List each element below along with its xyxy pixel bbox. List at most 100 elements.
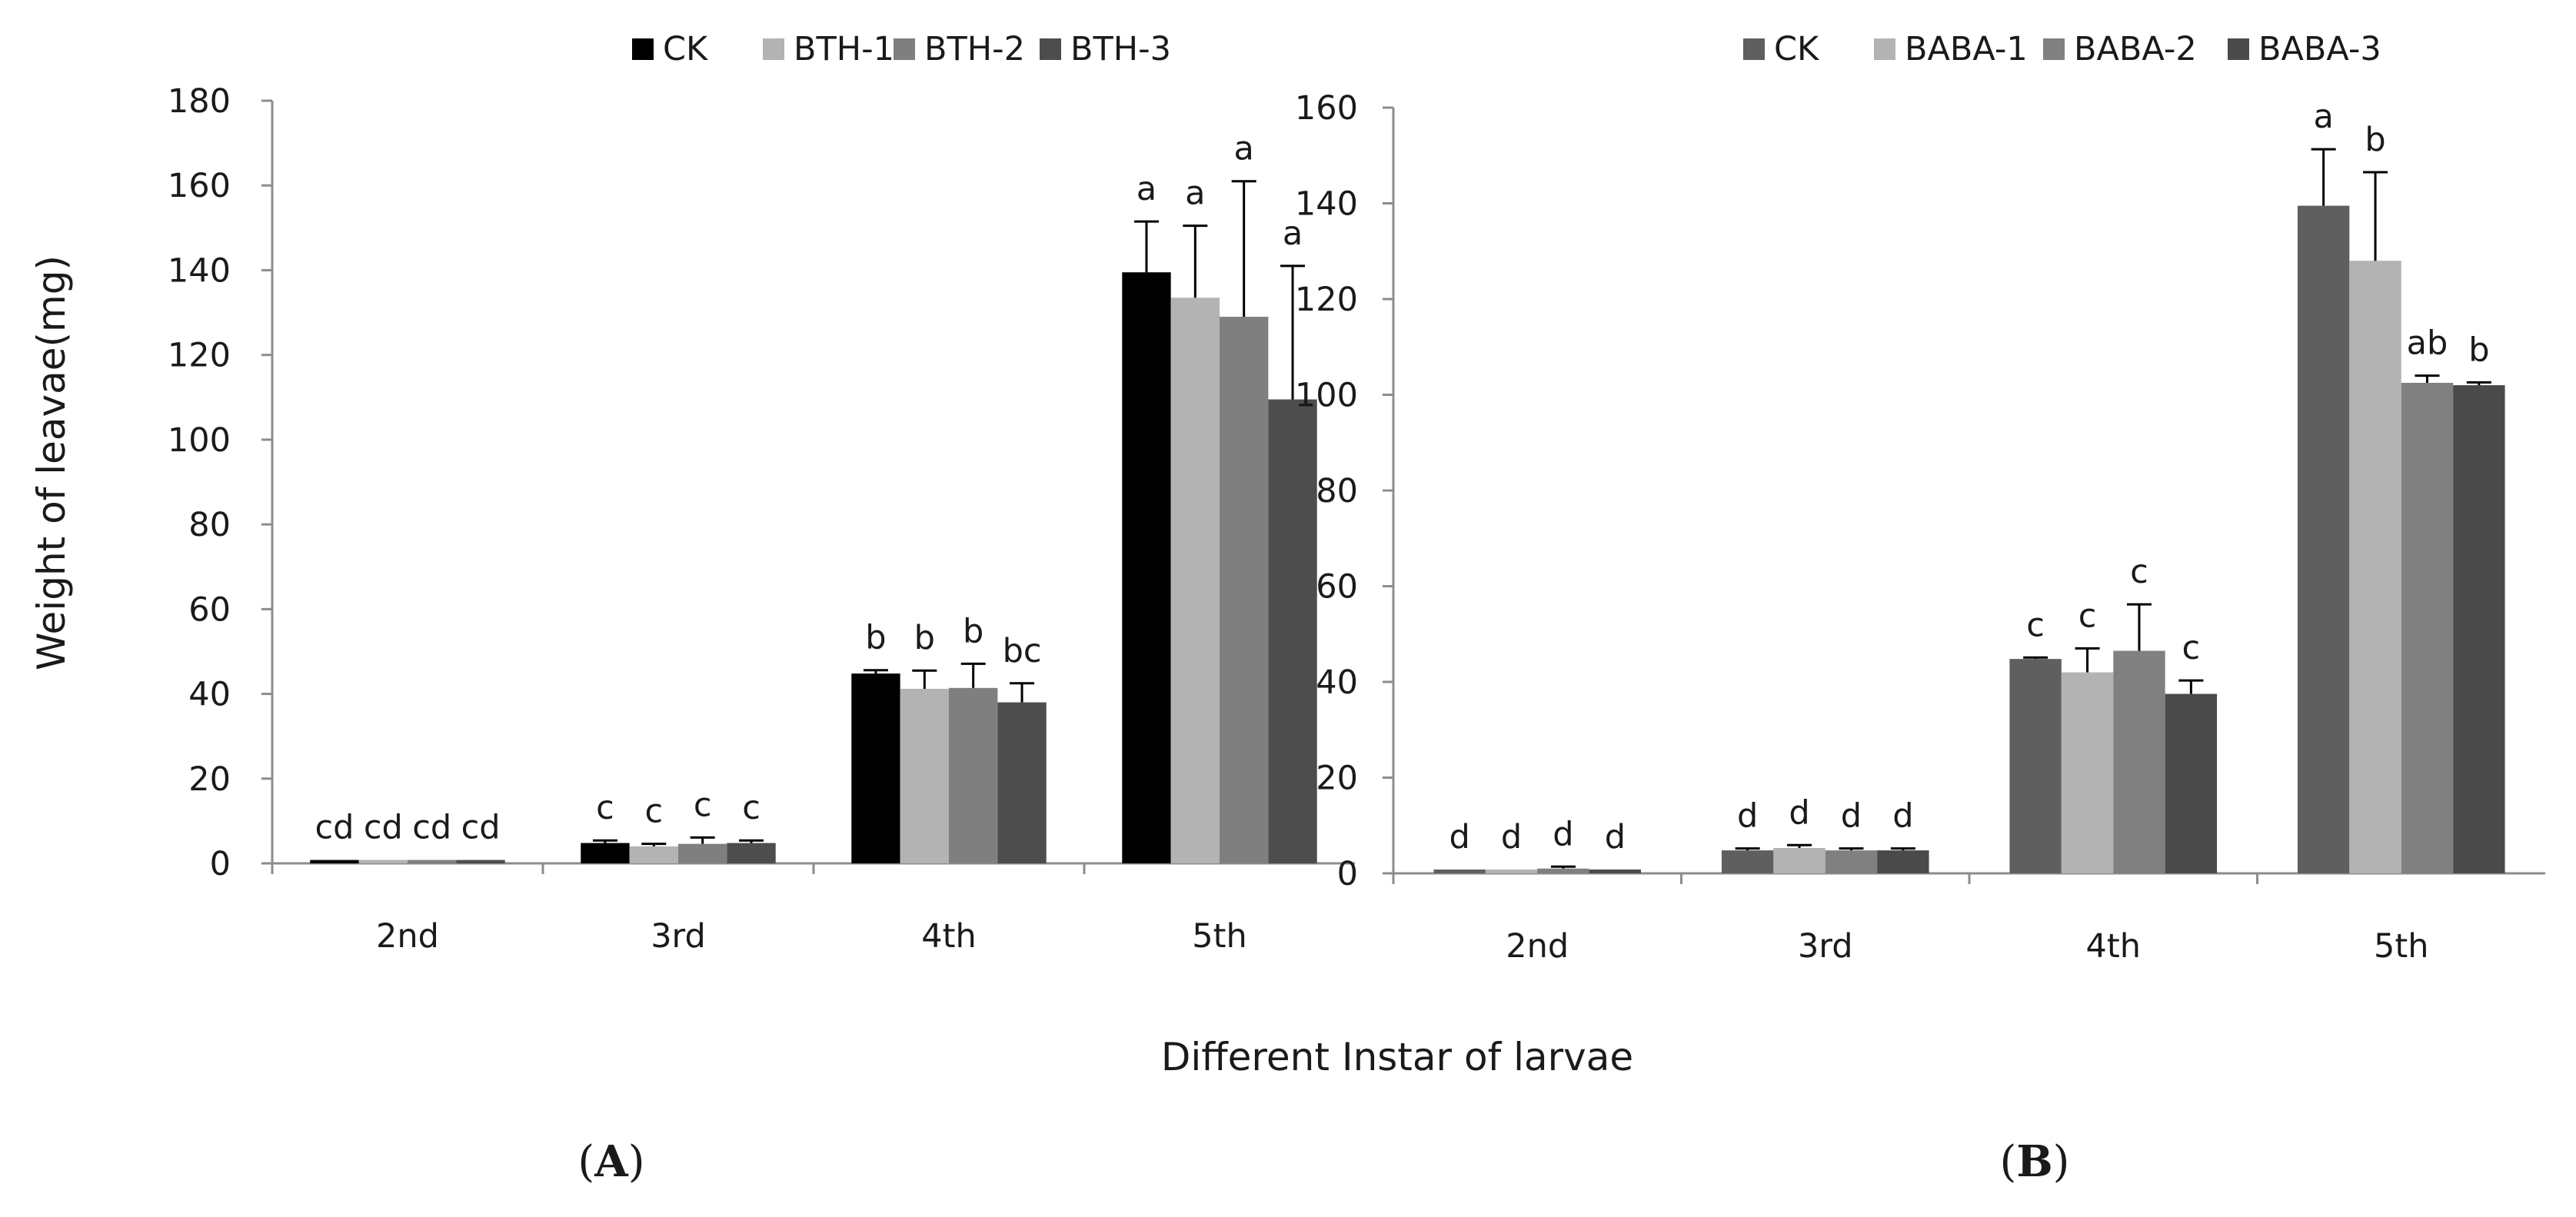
bar — [408, 860, 457, 863]
significance-label: d — [1501, 818, 1522, 856]
significance-label: b — [914, 619, 935, 657]
significance-label: cd — [364, 809, 403, 847]
significance-label: b — [2468, 331, 2489, 369]
significance-label: c — [694, 786, 712, 824]
significance-label: d — [1841, 797, 1862, 836]
significance-label: b — [963, 612, 983, 650]
x-axis-title: Different Instar of larvae — [1161, 1035, 1633, 1079]
significance-label: c — [2130, 553, 2148, 591]
legend-label: BABA-1 — [1905, 30, 2028, 68]
y-tick-label: 160 — [1295, 89, 1358, 128]
significance-label: d — [1605, 818, 1626, 856]
legend-label: CK — [663, 30, 709, 68]
x-category-label: 5th — [2374, 927, 2428, 966]
y-tick-label: 40 — [1316, 663, 1358, 702]
bar — [1122, 272, 1171, 863]
x-category-label: 4th — [2086, 927, 2141, 966]
significance-label: a — [1234, 130, 1254, 168]
significance-label: a — [1283, 214, 1303, 253]
bar — [949, 687, 998, 863]
bar — [1537, 868, 1589, 873]
bar — [1825, 850, 1878, 873]
significance-label: b — [865, 619, 886, 657]
legend-swatch — [894, 38, 915, 60]
bar — [1877, 850, 1929, 873]
significance-label: bc — [1003, 632, 1042, 670]
bar — [678, 843, 727, 863]
significance-label: c — [596, 789, 614, 827]
y-tick-label: 60 — [188, 590, 231, 629]
legend-swatch — [2228, 38, 2249, 60]
significance-label: c — [2182, 629, 2201, 667]
y-tick-label: 20 — [1316, 760, 1358, 798]
bar — [1170, 298, 1220, 863]
y-tick-label: 20 — [188, 760, 231, 799]
bar — [2453, 385, 2505, 873]
x-category-label: 4th — [921, 917, 976, 956]
y-tick-label: 0 — [1337, 855, 1358, 893]
panel-label-open: ( — [577, 1137, 594, 1187]
significance-label: a — [2313, 98, 2333, 136]
x-category-label: 5th — [1192, 917, 1246, 956]
bar — [581, 843, 630, 863]
x-category-label: 2nd — [376, 917, 439, 956]
panel-label-close: ) — [628, 1137, 645, 1187]
significance-label: cd — [461, 809, 501, 847]
y-axis-title: Weight of leavae(mg) — [29, 255, 74, 670]
bar — [1773, 848, 1825, 873]
legend-swatch — [1874, 38, 1895, 60]
panel-label-open: ( — [1999, 1137, 2016, 1187]
y-tick-label: 140 — [1295, 185, 1358, 224]
bar — [629, 846, 678, 863]
significance-label: c — [742, 789, 760, 827]
bar — [1721, 850, 1774, 873]
legend-label: BABA-2 — [2074, 30, 2197, 68]
significance-label: d — [1789, 793, 1809, 832]
y-tick-label: 80 — [188, 506, 231, 544]
legend-swatch — [1743, 38, 1765, 60]
significance-label: a — [1137, 170, 1157, 208]
y-tick-label: 40 — [188, 676, 231, 714]
bar — [2349, 261, 2401, 873]
y-tick-label: 0 — [210, 845, 231, 883]
bar — [851, 673, 900, 863]
bar — [2401, 382, 2454, 873]
y-tick-label: 80 — [1316, 472, 1358, 510]
legend-swatch — [763, 38, 784, 60]
bar — [2165, 693, 2218, 873]
legend-swatch — [2043, 38, 2065, 60]
legend-label: BTH-1 — [794, 30, 894, 68]
bar — [1220, 317, 1269, 864]
panel-label: (A) — [577, 1136, 644, 1187]
significance-label: cd — [412, 809, 451, 847]
significance-label: c — [2078, 597, 2097, 635]
panel-label: (B) — [1999, 1136, 2069, 1187]
y-tick-label: 180 — [168, 82, 231, 121]
bar — [2297, 205, 2350, 873]
y-tick-label: 100 — [1295, 377, 1358, 415]
legend-swatch — [632, 38, 654, 60]
x-category-label: 3rd — [1798, 927, 1853, 966]
panel-label-letter: B — [2016, 1136, 2052, 1187]
significance-label: a — [1185, 175, 1205, 213]
bar — [997, 702, 1047, 863]
bar — [1268, 399, 1317, 863]
legend-label: BABA-3 — [2258, 30, 2381, 68]
bar — [310, 860, 359, 863]
significance-label: d — [1892, 797, 1913, 836]
legend-label: CK — [1774, 30, 1820, 68]
panel-label-close: ) — [2053, 1137, 2070, 1187]
bar — [727, 843, 776, 863]
bar — [2009, 659, 2062, 873]
bar — [1433, 870, 1486, 873]
bar — [900, 688, 949, 863]
y-tick-label: 120 — [1295, 281, 1358, 319]
bar — [1485, 870, 1538, 873]
x-category-label: 2nd — [1506, 927, 1569, 966]
bar — [1589, 870, 1642, 873]
legend-swatch — [1040, 38, 1061, 60]
significance-label: c — [644, 793, 663, 831]
